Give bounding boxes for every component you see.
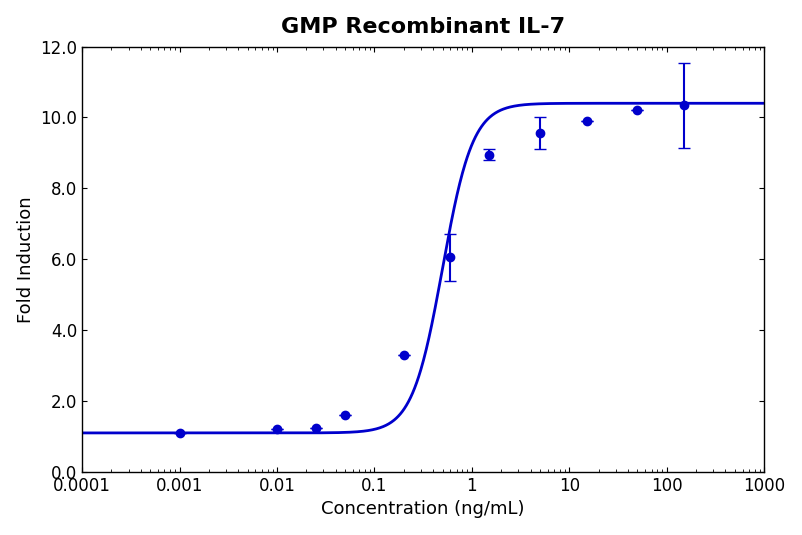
X-axis label: Concentration (ng/mL): Concentration (ng/mL) — [322, 500, 525, 518]
Title: GMP Recombinant IL-7: GMP Recombinant IL-7 — [282, 17, 565, 37]
Y-axis label: Fold Induction: Fold Induction — [17, 196, 34, 323]
